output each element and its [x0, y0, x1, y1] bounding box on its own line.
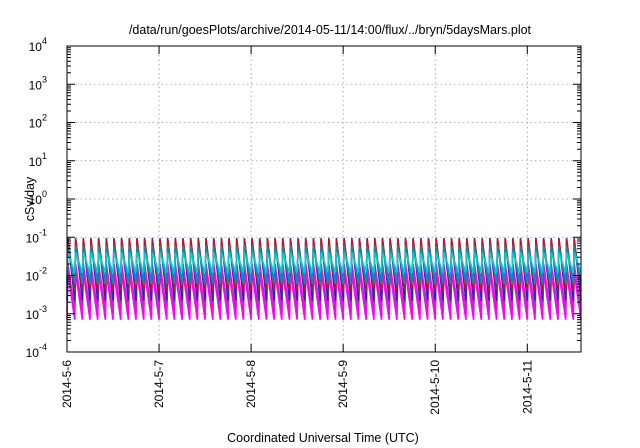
y-tick-label: 10-1	[26, 227, 47, 245]
y-axis: 10-4 10-3 10-2 10-1 100 101 102 103 104	[26, 36, 581, 360]
x-tick-label: 2014-5-9	[336, 360, 350, 408]
x-axis-label: Coordinated Universal Time (UTC)	[227, 431, 419, 445]
y-tick-label: 103	[29, 74, 47, 92]
y-tick-label: 10-2	[26, 266, 47, 284]
y-axis-label: cSv/day	[23, 176, 37, 221]
x-tick-label: 2014-5-8	[244, 360, 258, 408]
y-tick-label: 10-3	[26, 304, 47, 322]
y-tick-label: 104	[29, 36, 47, 54]
x-tick-label: 2014-5-6	[60, 360, 74, 408]
y-tick-label: 10-4	[26, 342, 47, 360]
x-tick-label: 2014-5-7	[152, 360, 166, 408]
x-tick-label: 2014-5-11	[520, 360, 534, 414]
y-tick-label: 100	[29, 189, 47, 207]
series-group	[66, 238, 582, 320]
y-tick-label: 102	[29, 113, 47, 131]
chart-title: /data/run/goesPlots/archive/2014-05-11/1…	[129, 23, 532, 37]
x-axis: 2014-5-6 2014-5-7 2014-5-8 2014-5-9 2014-5-1…	[60, 46, 534, 415]
y-tick-label: 101	[29, 151, 47, 169]
x-tick-label: 2014-5-10	[428, 360, 442, 415]
series-line	[66, 252, 582, 273]
